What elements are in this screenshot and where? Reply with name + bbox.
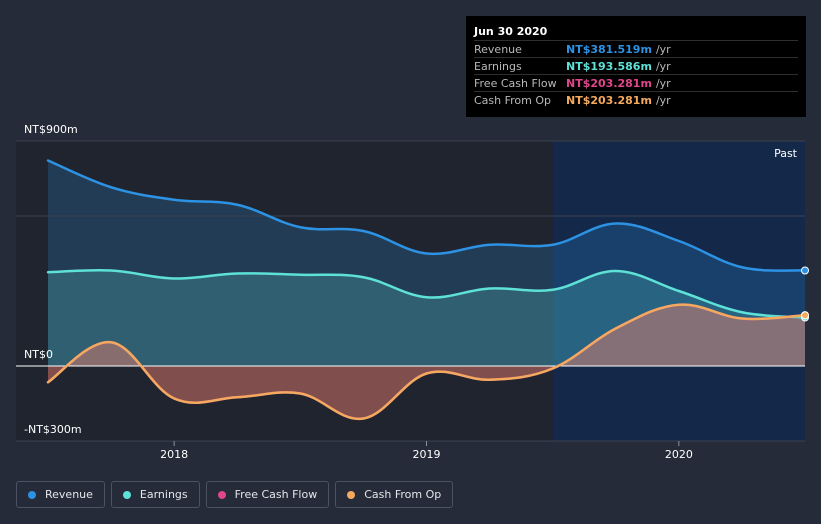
cash-from-op-end-marker xyxy=(801,311,809,320)
end-markers xyxy=(801,266,809,322)
tooltip-label: Revenue xyxy=(474,42,522,56)
series-areas xyxy=(48,160,805,419)
cash-from-op-line xyxy=(46,303,807,420)
gridlines xyxy=(16,140,805,442)
tooltip-value: NT$381.519m xyxy=(566,42,652,56)
x-tick-label: 2019 xyxy=(413,448,441,461)
revenue-end-marker xyxy=(801,266,809,275)
tooltip: Jun 30 2020 Revenue NT$381.519m /yr Earn… xyxy=(466,16,806,117)
tooltip-unit: /yr xyxy=(655,59,671,73)
tooltip-date: Jun 30 2020 xyxy=(474,25,548,38)
y-tick-label-top: NT$900m xyxy=(24,123,78,136)
revenue-area xyxy=(48,160,805,366)
legend-dot-icon xyxy=(122,490,131,499)
tooltip-row-earnings: Earnings NT$193.586m /yr xyxy=(474,57,798,74)
tooltip-row-free-cash-flow: Free Cash Flow NT$203.281m /yr xyxy=(474,74,798,91)
tooltip-unit: /yr xyxy=(655,76,671,90)
x-tick-label: 2018 xyxy=(160,448,188,461)
legend-item-earnings[interactable]: Earnings xyxy=(110,481,200,508)
earnings-area xyxy=(48,270,805,366)
tooltip-row-revenue: Revenue NT$381.519m /yr xyxy=(474,40,798,57)
y-tick-label-bottom: -NT$300m xyxy=(24,423,82,436)
legend-item-free-cash-flow[interactable]: Free Cash Flow xyxy=(205,481,330,508)
legend-dot-icon xyxy=(217,490,226,499)
cash-from-op-area xyxy=(48,304,805,419)
x-tick-label: 2020 xyxy=(665,448,693,461)
past-label: Past xyxy=(774,147,797,160)
legend-dot-icon xyxy=(347,490,356,499)
legend-item-revenue[interactable]: Revenue xyxy=(16,481,105,508)
x-axis-ticks: 2018 2019 2020 xyxy=(160,441,693,461)
tooltip-value: NT$203.281m xyxy=(566,76,652,90)
earnings-line xyxy=(46,268,807,319)
tooltip-value: NT$203.281m xyxy=(566,93,652,107)
legend-label: Earnings xyxy=(139,488,188,501)
revenue-line xyxy=(46,159,807,272)
tooltip-unit: /yr xyxy=(655,93,671,107)
legend: Revenue Earnings Free Cash Flow Cash Fro… xyxy=(16,481,454,508)
tooltip-row-cash-from-op: Cash From Op NT$203.281m /yr xyxy=(474,91,798,108)
legend-label: Cash From Op xyxy=(364,488,442,501)
legend-dot-icon xyxy=(28,490,36,499)
legend-item-cash-from-op[interactable]: Cash From Op xyxy=(335,481,454,508)
series-lines xyxy=(46,159,807,420)
tooltip-label: Earnings xyxy=(474,59,522,73)
legend-label: Revenue xyxy=(45,488,93,501)
tooltip-value: NT$193.586m xyxy=(566,59,652,73)
y-tick-label-zero: NT$0 xyxy=(24,348,53,361)
legend-label: Free Cash Flow xyxy=(234,488,318,501)
tooltip-label: Free Cash Flow xyxy=(474,76,557,90)
tooltip-unit: /yr xyxy=(655,42,671,56)
tooltip-label: Cash From Op xyxy=(474,93,552,107)
free-cash-flow-area xyxy=(48,304,805,419)
